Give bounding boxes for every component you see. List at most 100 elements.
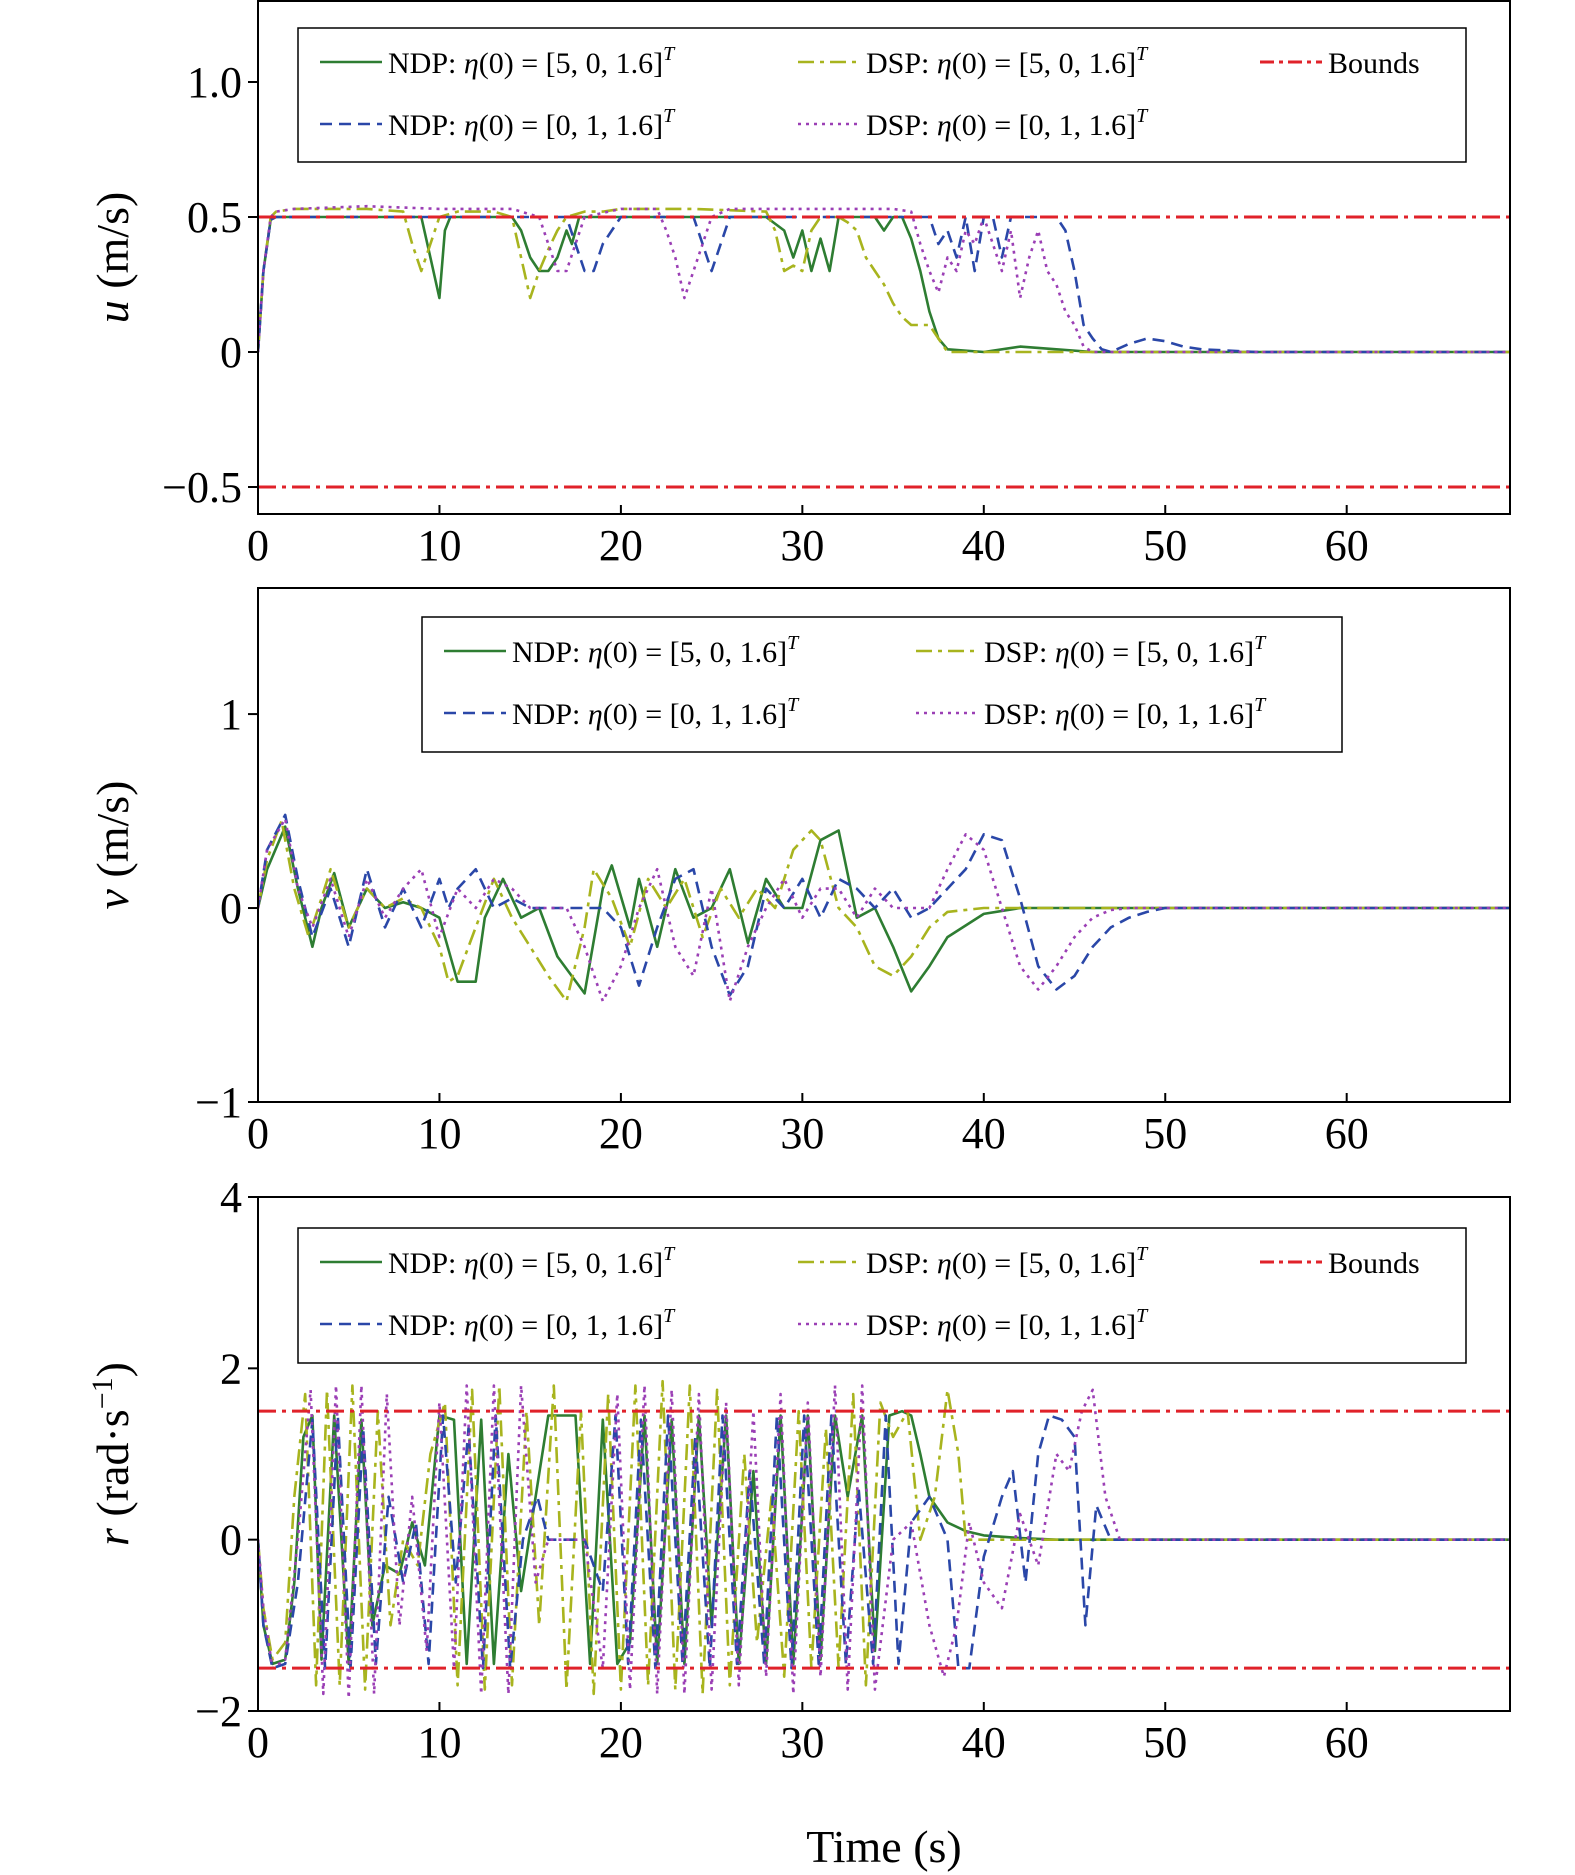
legend-prefix: DSP: — [984, 636, 1055, 669]
legend-label: NDP: η(0) = [0, 1, 1.6]T — [512, 694, 800, 731]
legend-superscript: T — [1254, 632, 1267, 654]
legend-entry-ndp-b: NDP: η(0) = [0, 1, 1.6]T — [320, 1305, 676, 1342]
panel-u: 0 10 20 30 40 50 60−0.500.51.0 u (m/s) NDP: η(… — [87, 0, 1511, 570]
x-tick-label: 60 — [1325, 1109, 1369, 1158]
legend-superscript: T — [663, 1305, 676, 1327]
legend-label: DSP: η(0) = [5, 0, 1.6]T — [866, 43, 1149, 80]
legend-prefix: DSP: — [984, 698, 1055, 731]
x-tick-label: 10 — [417, 521, 461, 570]
x-axis-label: Time (s) — [806, 1821, 962, 1872]
series-line-ndp-b — [258, 1414, 1510, 1670]
y-tick-label: −1 — [195, 1078, 242, 1127]
series-layer — [258, 204, 1510, 354]
legend-eta: η — [1055, 636, 1070, 669]
series-line-dsp-a — [258, 1379, 1510, 1696]
legend-label: Bounds — [1328, 47, 1420, 80]
legend-eta: η — [937, 47, 952, 80]
legend-label: NDP: η(0) = [5, 0, 1.6]T — [512, 632, 800, 669]
x-tick-label: 50 — [1143, 1718, 1187, 1767]
legend-value: (0) = [0, 1, 1.6] — [952, 109, 1136, 142]
legend-value: (0) = [5, 0, 1.6] — [952, 47, 1136, 80]
legend-prefix: NDP: — [388, 109, 464, 142]
axes-frame — [257, 1196, 1511, 1712]
series-layer — [258, 813, 1510, 1003]
y-axis-var: v — [87, 889, 138, 910]
legend-superscript: T — [787, 632, 800, 654]
legend-prefix: DSP: — [866, 109, 937, 142]
legend-box — [297, 1227, 1467, 1364]
y-axis-label: v (m/s) — [87, 780, 138, 909]
legend-eta: η — [1055, 698, 1070, 731]
legend-value: (0) = [0, 1, 1.6] — [1070, 698, 1254, 731]
y-axis-var: r — [87, 1527, 138, 1546]
bounds-layer — [258, 215, 1510, 489]
x-tick-label: 0 — [247, 521, 269, 570]
legend-prefix: NDP: — [388, 47, 464, 80]
legend-superscript: T — [1136, 1305, 1149, 1327]
legend-eta: η — [464, 1247, 479, 1280]
x-tick-label: 60 — [1325, 1718, 1369, 1767]
x-tick-label: 50 — [1143, 521, 1187, 570]
series-line-dsp-a — [258, 207, 1510, 354]
legend-eta: η — [937, 109, 952, 142]
legend-superscript: T — [663, 43, 676, 65]
legend-label: NDP: η(0) = [0, 1, 1.6]T — [388, 105, 676, 142]
legend-eta: η — [588, 636, 603, 669]
y-tick-label: 4 — [220, 1173, 242, 1222]
legend-prefix: DSP: — [866, 1309, 937, 1342]
legend-prefix: NDP: — [512, 698, 588, 731]
legend-entry-dsp-b: DSP: η(0) = [0, 1, 1.6]T — [798, 1305, 1149, 1342]
series-line-dsp-b — [258, 204, 1510, 354]
y-tick-label: −0.5 — [162, 463, 242, 512]
legend-entry-ndp-b: NDP: η(0) = [0, 1, 1.6]T — [320, 105, 676, 142]
legend-prefix: NDP: — [388, 1309, 464, 1342]
series-line-ndp-a — [258, 1409, 1510, 1666]
legend-superscript: T — [1254, 694, 1267, 716]
legend-entry-dsp-b: DSP: η(0) = [0, 1, 1.6]T — [798, 105, 1149, 142]
series-line-ndp-a — [258, 825, 1510, 995]
x-tick-label: 30 — [780, 521, 824, 570]
legend-entry-ndp-a: NDP: η(0) = [5, 0, 1.6]T — [320, 43, 676, 80]
x-tick-label: 30 — [780, 1109, 824, 1158]
legend-entry-dsp-a: DSP: η(0) = [5, 0, 1.6]T — [798, 43, 1149, 80]
y-axis-label: r (rad·s−1) — [86, 1362, 138, 1546]
legend-prefix: NDP: — [388, 1247, 464, 1280]
x-tick-label: 40 — [962, 1109, 1006, 1158]
y-tick-label: 0 — [220, 884, 242, 933]
legend-eta: η — [588, 698, 603, 731]
legend-eta: η — [464, 47, 479, 80]
legend-value: (0) = [5, 0, 1.6] — [1070, 636, 1254, 669]
bounds-layer — [258, 1409, 1510, 1670]
legend-value: (0) = [0, 1, 1.6] — [479, 109, 663, 142]
x-tick-label: 60 — [1325, 521, 1369, 570]
legend-superscript: T — [1136, 105, 1149, 127]
legend-superscript: T — [787, 694, 800, 716]
legend-label: DSP: η(0) = [0, 1, 1.6]T — [984, 694, 1267, 731]
legend-prefix: NDP: — [512, 636, 588, 669]
legend-entry-dsp-a: DSP: η(0) = [5, 0, 1.6]T — [798, 1243, 1149, 1280]
legend-box — [421, 616, 1343, 753]
x-tick-label: 20 — [599, 521, 643, 570]
y-tick-label: 0 — [220, 328, 242, 377]
legend-superscript: T — [1136, 43, 1149, 65]
y-axis-unit: (rad·s — [87, 1409, 138, 1528]
axes-frame — [257, 587, 1511, 1103]
series-line-dsp-a — [258, 819, 1510, 1003]
legend-label: NDP: η(0) = [5, 0, 1.6]T — [388, 43, 676, 80]
legend-entry-dsp-a: DSP: η(0) = [5, 0, 1.6]T — [916, 632, 1267, 669]
y-tick-label: −2 — [195, 1687, 242, 1736]
x-tick-label: 50 — [1143, 1109, 1187, 1158]
legend-box — [297, 27, 1467, 163]
x-tick-label: 0 — [247, 1718, 269, 1767]
x-tick-label: 10 — [417, 1718, 461, 1767]
legend-label: Bounds — [1328, 1247, 1420, 1280]
legend-value: (0) = [5, 0, 1.6] — [952, 1247, 1136, 1280]
legend-entry-ndp-b: NDP: η(0) = [0, 1, 1.6]T — [444, 694, 800, 731]
legend-entry-dsp-b: DSP: η(0) = [0, 1, 1.6]T — [916, 694, 1267, 731]
legend-value: (0) = [5, 0, 1.6] — [479, 47, 663, 80]
y-axis-var: u — [87, 300, 138, 323]
legend: NDP: η(0) = [5, 0, 1.6]T DSP: η(0) = [5,… — [297, 1227, 1467, 1364]
legend-entry-ndp-a: NDP: η(0) = [5, 0, 1.6]T — [320, 1243, 676, 1280]
legend-label: DSP: η(0) = [5, 0, 1.6]T — [984, 632, 1267, 669]
